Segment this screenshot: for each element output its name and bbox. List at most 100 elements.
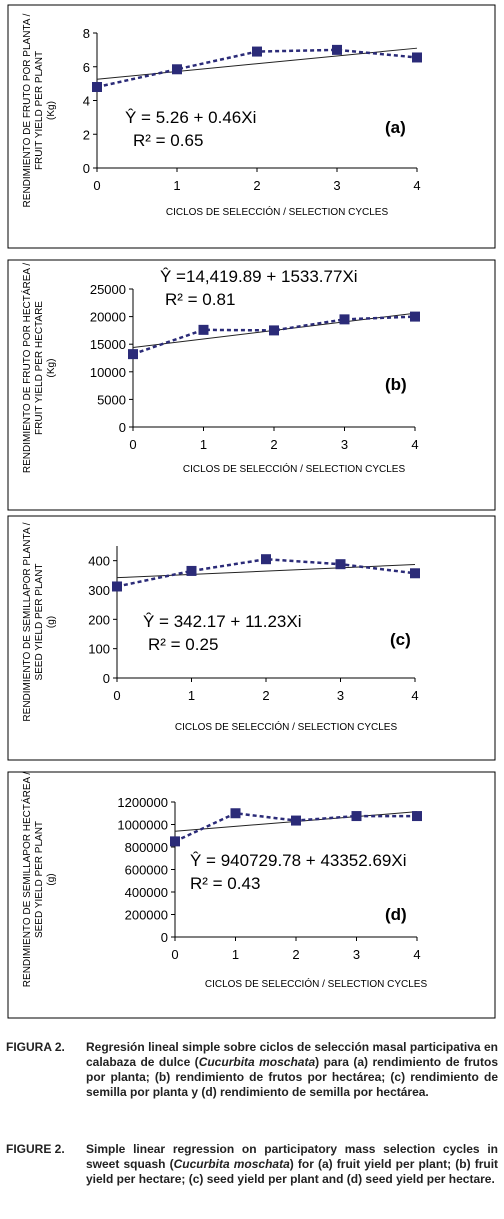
data-point [412,811,422,822]
y-tick-label: 600000 [125,863,168,878]
y-tick-label: 100 [88,642,110,657]
x-tick-label: 3 [333,178,340,193]
y-axis-label: FRUIT YIELD PER HECTARE [34,301,45,435]
y-tick-label: 4 [83,94,90,109]
caption-species: Cucurbita moschata [173,1157,290,1171]
x-tick-label: 1 [173,178,180,193]
panel-frame [7,771,496,1019]
caption-es: FIGURA 2. Regresión lineal simple sobre … [6,1040,498,1100]
x-tick-label: 1 [232,947,239,962]
y-axis-label: SEED YIELD PER PLANT [34,821,45,938]
y-axis-label: RENDIMIENTO DE SEMILLAPOR PLANTA / [22,522,33,721]
y-tick-label: 2 [83,127,90,142]
y-axis-label: (g) [46,873,57,885]
x-tick-label: 0 [93,178,100,193]
x-tick-label: 4 [413,178,420,193]
caption-part: ) for (a) fruit yield per plant; (b) fru… [86,1157,499,1186]
caption-species: Cucurbita moschata [198,1055,316,1069]
r-squared: R² = 0.81 [165,290,235,309]
y-tick-label: 10000 [90,365,126,380]
y-tick-label: 5000 [97,392,126,407]
panel-label: (d) [385,905,407,924]
y-tick-label: 0 [83,161,90,176]
y-tick-label: 200000 [125,908,168,923]
y-tick-label: 0 [119,420,126,435]
equation: Ŷ =14,419.89 + 1533.77Xi [160,267,358,286]
caption-en: FIGURE 2. Simple linear regression on pa… [6,1142,498,1187]
y-tick-label: 8 [83,26,90,41]
trend-line [96,47,418,80]
x-axis-label: CICLOS DE SELECCIÓN / SELECTION CYCLES [166,205,389,218]
caption-part: ) para (a) rendimiento de frutos por pla… [86,1055,499,1099]
r-squared: R² = 0.65 [133,131,203,150]
y-tick-label: 1000000 [117,818,168,833]
caption-part: Regresión lineal simple sobre ciclos de … [86,1040,498,1069]
x-tick-label: 1 [188,688,195,703]
data-point [128,349,138,360]
x-tick-label: 2 [253,178,260,193]
x-axis-label: CICLOS DE SELECCIÓN / SELECTION CYCLES [205,977,428,990]
y-axis-label: RENDIMIENTO DE FRUTO POR HECTÁREA / [20,263,33,473]
y-axis-label: RENDIMIENTO DE SEMILLAPOR HECTÁREA / [20,772,33,988]
panel-label: (a) [385,118,406,137]
data-point [351,811,362,822]
data-point [252,46,262,57]
data-point [339,314,350,325]
y-tick-label: 0 [103,671,110,686]
data-point [230,808,241,819]
y-axis-label: (Kg) [46,101,57,120]
y-tick-label: 6 [83,60,90,75]
x-tick-label: 4 [413,947,420,962]
y-tick-label: 20000 [90,310,126,325]
caption-label: FIGURE 2. [6,1142,65,1156]
y-axis-label: FRUIT YIELD PER PLANT [34,51,45,170]
panel-label: (c) [390,630,411,649]
data-point [186,565,197,576]
data-point [412,52,422,63]
data-point [410,568,420,579]
x-tick-label: 3 [353,947,360,962]
x-tick-label: 4 [411,437,418,452]
trend-line [116,563,416,579]
y-tick-label: 0 [161,930,168,945]
r-squared: R² = 0.25 [148,635,218,654]
y-tick-label: 800000 [125,840,168,855]
x-axis-label: CICLOS DE SELECCIÓN / SELECTION CYCLES [175,720,398,733]
panel-frame [7,259,496,511]
equation: Ŷ = 5.26 + 0.46Xi [125,108,256,127]
data-point [269,325,279,336]
x-tick-label: 0 [129,437,136,452]
x-axis-label: CICLOS DE SELECCIÓN / SELECTION CYCLES [183,462,406,475]
y-tick-label: 1200000 [117,795,168,810]
y-tick-label: 400 [88,554,110,569]
data-point [410,311,420,322]
data-point [92,82,102,92]
caption-label: FIGURA 2. [6,1040,65,1054]
data-point [291,815,301,826]
y-tick-label: 25000 [90,282,126,297]
y-axis-label: (g) [46,616,57,628]
caption-text: Regresión lineal simple sobre ciclos de … [86,1040,498,1100]
data-point [112,581,122,592]
x-tick-label: 2 [262,688,269,703]
x-tick-label: 0 [171,947,178,962]
y-tick-label: 300 [88,583,110,598]
data-point [198,324,209,335]
y-axis-label: SEED YIELD PER PLANT [34,563,45,680]
x-tick-label: 0 [113,688,120,703]
data-point [170,836,180,847]
x-tick-label: 3 [341,437,348,452]
series-line [132,315,416,356]
data-point [261,554,271,565]
y-axis-label: RENDIMIENTO DE FRUTO POR PLANTA / [22,13,33,207]
panel-frame [7,4,496,249]
figure: 0 2 4 6 8 0 1 2 3 4 Ŷ = 5.26 + 0.46Xi R² = 0.65 (a) C… [7,4,496,1019]
y-tick-label: 400000 [125,885,168,900]
caption-text: Simple linear regression on participator… [86,1142,498,1187]
data-point [332,44,342,55]
caption-part: Simple linear regression on participator… [86,1142,498,1171]
r-squared: R² = 0.43 [190,874,260,893]
panel-frame [7,515,496,761]
data-point [335,559,346,570]
